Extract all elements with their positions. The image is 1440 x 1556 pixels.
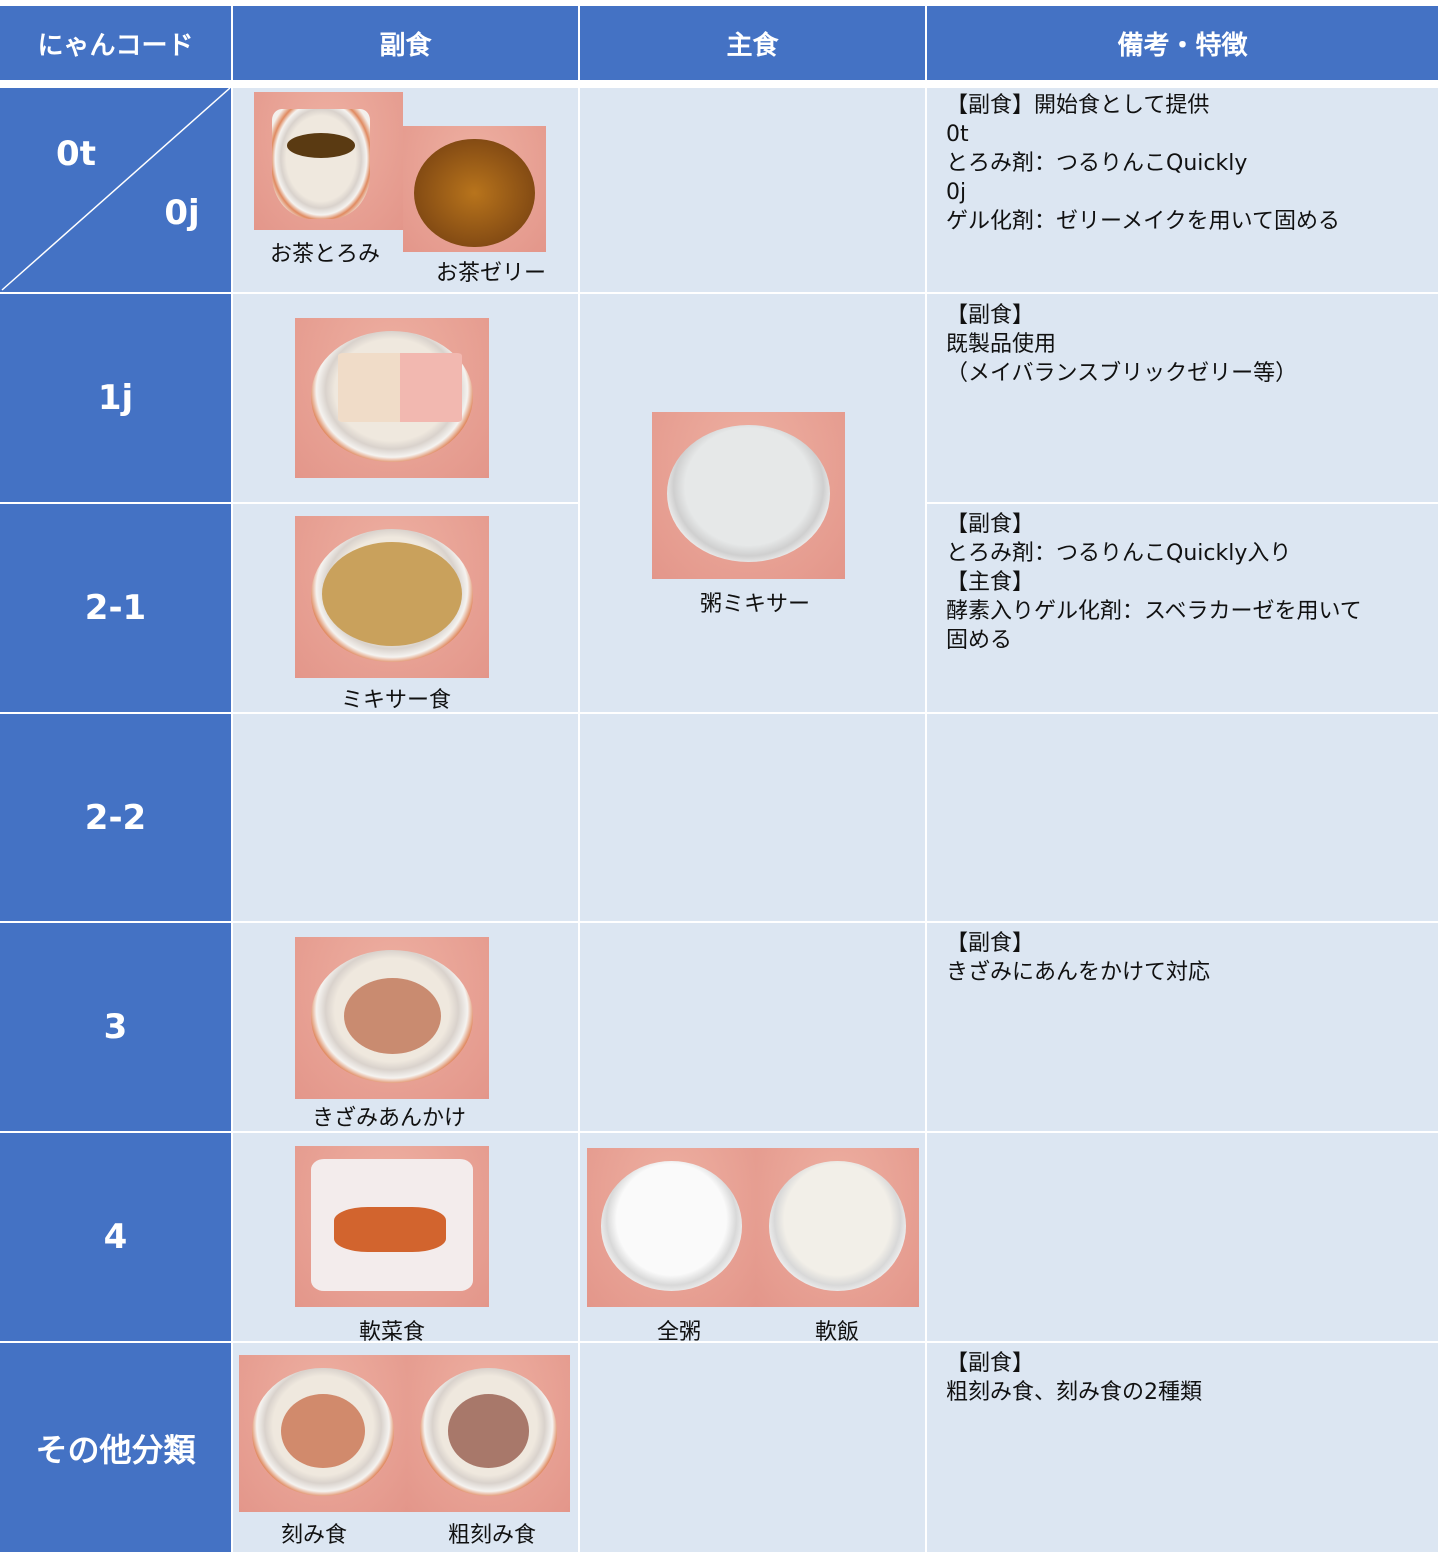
caption: 全粥 xyxy=(656,1320,702,1345)
code: 0j xyxy=(164,193,200,233)
notes: 【副食】きざみにあんをかけて対応 xyxy=(946,929,1210,987)
note-line: とろみ剤：つるりんこQuickly xyxy=(946,151,1248,176)
caption: 粥ミキサー xyxy=(699,592,811,617)
photo xyxy=(295,1146,489,1307)
note-line: 粗刻み食、刻み食の2種類 xyxy=(946,1380,1202,1405)
photo xyxy=(239,1355,407,1512)
photo xyxy=(587,1148,756,1307)
caption: 軟菜食 xyxy=(358,1320,426,1345)
cell xyxy=(927,923,1438,1131)
notes: 【副食】粗刻み食、刻み食の2種類 xyxy=(946,1349,1202,1407)
caption: 軟飯 xyxy=(814,1320,860,1345)
cell xyxy=(927,714,1438,921)
notes: 【副食】とろみ剤：つるりんこQuickly入り 【主食】酵素入りゲル化剤：スベラカ… xyxy=(946,510,1362,655)
diagonal xyxy=(1,88,231,291)
code-cell: 0t 0j xyxy=(0,88,231,292)
photo xyxy=(254,92,403,230)
photo xyxy=(756,1148,919,1307)
note-line: きざみにあんをかけて対応 xyxy=(946,960,1211,985)
code-cell: 2-1 xyxy=(0,504,231,712)
header-cell: 副食 xyxy=(233,6,578,80)
notes: 【副食】既製品使用 （メイバランスブリックゼリー等） xyxy=(946,301,1297,388)
note-line: （メイバランスブリックゼリー等） xyxy=(946,361,1298,386)
photo xyxy=(295,516,489,678)
note-line: 既製品使用 xyxy=(946,332,1057,357)
note-line: 固める xyxy=(946,628,1013,653)
cell xyxy=(580,1343,925,1552)
photo xyxy=(403,126,546,252)
caption: お茶ゼリー xyxy=(435,261,547,286)
cell xyxy=(927,294,1438,502)
note-line: 0j xyxy=(946,180,967,205)
code-cell: 1j xyxy=(0,294,231,502)
cell xyxy=(233,714,578,921)
cell xyxy=(927,504,1438,712)
note-line: とろみ剤：つるりんこQuickly入り xyxy=(946,541,1292,566)
code-cell: 2-2 xyxy=(0,714,231,921)
note-line: 【副食】 xyxy=(946,1351,1035,1376)
note-line: 酵素入りゲル化剤：スベラカーゼを用いて xyxy=(946,599,1362,624)
caption: きざみあんかけ xyxy=(311,1106,467,1131)
code: 0t xyxy=(56,134,96,174)
code-cell: 4 xyxy=(0,1133,231,1341)
photo xyxy=(407,1355,570,1512)
photo xyxy=(295,937,489,1099)
note-line: 【副食】 xyxy=(946,512,1035,537)
note-line: 【副食】 xyxy=(946,931,1035,956)
cell xyxy=(580,714,925,921)
note-line: 0t xyxy=(946,122,969,147)
note-line: 【副食】 xyxy=(946,303,1035,328)
caption: ミキサー食 xyxy=(340,688,452,713)
note-line: ゲル化剤：ゼリーメイクを用いて固める xyxy=(946,209,1341,234)
caption: 刻み食 xyxy=(280,1523,348,1548)
header-cell: 主食 xyxy=(580,6,925,80)
caption: お茶とろみ xyxy=(269,242,381,267)
cell xyxy=(927,88,1438,292)
header-cell: にゃんコード xyxy=(0,6,231,80)
caption: 粗刻み食 xyxy=(447,1523,537,1548)
note-line: 【副食】開始食として提供 xyxy=(946,93,1210,118)
header-cell: 備考・特徴 xyxy=(927,6,1438,80)
code-cell: その他分類 xyxy=(0,1343,231,1552)
cell xyxy=(927,1343,1438,1552)
code-cell: 3 xyxy=(0,923,231,1131)
notes: 【副食】開始食として提供 0t とろみ剤：つるりんこQuickly 0j ゲル化剤：ゼリ… xyxy=(946,91,1340,236)
cell xyxy=(580,88,925,292)
photo xyxy=(652,412,845,579)
cell xyxy=(927,1133,1438,1341)
cell xyxy=(580,923,925,1131)
photo xyxy=(295,318,489,478)
note-line: 【主食】 xyxy=(946,570,1035,595)
